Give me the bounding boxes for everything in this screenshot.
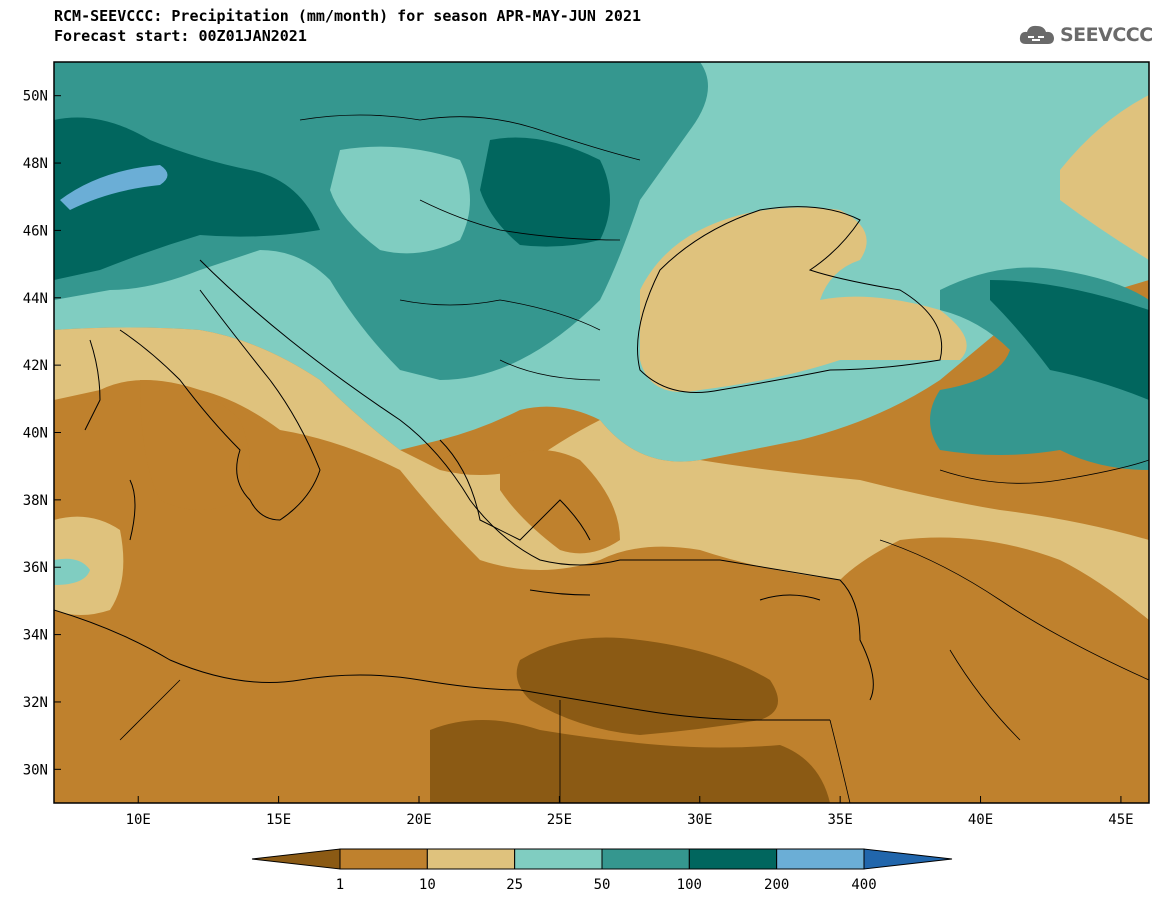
map-title: RCM-SEEVCCC: Precipitation (mm/month) fo… [54,7,641,25]
cloud-logo-icon [1019,25,1054,44]
seevccc-logo: SEEVCCC [1018,22,1153,48]
field-1-10-egypt [430,720,830,803]
lat-tick-label: 40N [23,426,48,442]
colorbar-label: 100 [677,877,702,893]
field-400-alps [60,165,168,210]
field-gt200-caucasus [990,280,1149,400]
map-title-block: RCM-SEEVCCC: Precipitation (mm/month) fo… [54,6,641,46]
field-gt200-hungary [480,137,610,247]
lon-tick-label: 45E [1108,812,1133,828]
field-25-50-hungary [330,146,470,254]
colorbar-swatch [776,848,865,870]
colorbar-swatch [601,848,690,870]
lat-axis: 50N 48N 46N 44N 42N 40N 38N 36N 34N 32N 30N [23,89,61,778]
colorbar-label: 1 [336,877,344,893]
field-25-50-blacksea [640,207,967,392]
colorbar-swatch [514,848,603,870]
colorbar-label: 200 [764,877,789,893]
colorbar-lower-arrow [251,848,341,870]
lon-tick-label: 35E [828,812,853,828]
lon-tick-label: 40E [968,812,993,828]
field-25-50-italy [54,327,1149,620]
colorbar-label: 50 [594,877,611,893]
lon-tick-label: 30E [687,812,712,828]
field-1-10-libya [516,637,778,735]
colorbar-label: 25 [506,877,523,893]
colorbar-label: 10 [419,877,436,893]
field-25-50-caspian [1060,95,1149,260]
colorbar: 1 10 25 50 100 200 400 [251,848,953,893]
lat-tick-label: 34N [23,628,48,644]
field-25-50-sardinia [54,516,124,615]
lon-axis: 10E 15E 20E 25E 30E 35E 40E 45E [126,796,1134,828]
forecast-start: Forecast start: 00Z01JAN2021 [54,27,307,45]
lat-tick-label: 48N [23,156,48,172]
field-gt200-north [54,117,320,280]
lat-tick-label: 44N [23,291,48,307]
lon-tick-label: 15E [266,812,291,828]
colorbar-swatch [426,848,516,870]
lat-tick-label: 50N [23,89,48,105]
colorbar-upper-arrow [863,848,953,870]
lat-tick-label: 32N [23,695,48,711]
lat-tick-label: 38N [23,493,48,509]
lon-tick-label: 10E [126,812,151,828]
lon-tick-label: 25E [547,812,572,828]
coastlines [54,206,943,721]
lon-tick-label: 20E [406,812,431,828]
field-10-25-tyrrhenian [140,380,250,510]
lat-tick-label: 46N [23,223,48,239]
logo-text: SEEVCCC [1060,24,1153,46]
colorbar-swatch [339,848,428,870]
lat-tick-label: 30N [23,762,48,778]
field-10-25-greece [500,450,620,554]
lat-tick-label: 42N [23,358,48,374]
colorbar-label: 400 [851,877,876,893]
country-borders [119,114,1149,803]
lat-tick-label: 36N [23,560,48,576]
field-50-100-sardinia [54,558,90,585]
precipitation-field [54,62,1149,803]
colorbar-swatch [688,848,778,870]
